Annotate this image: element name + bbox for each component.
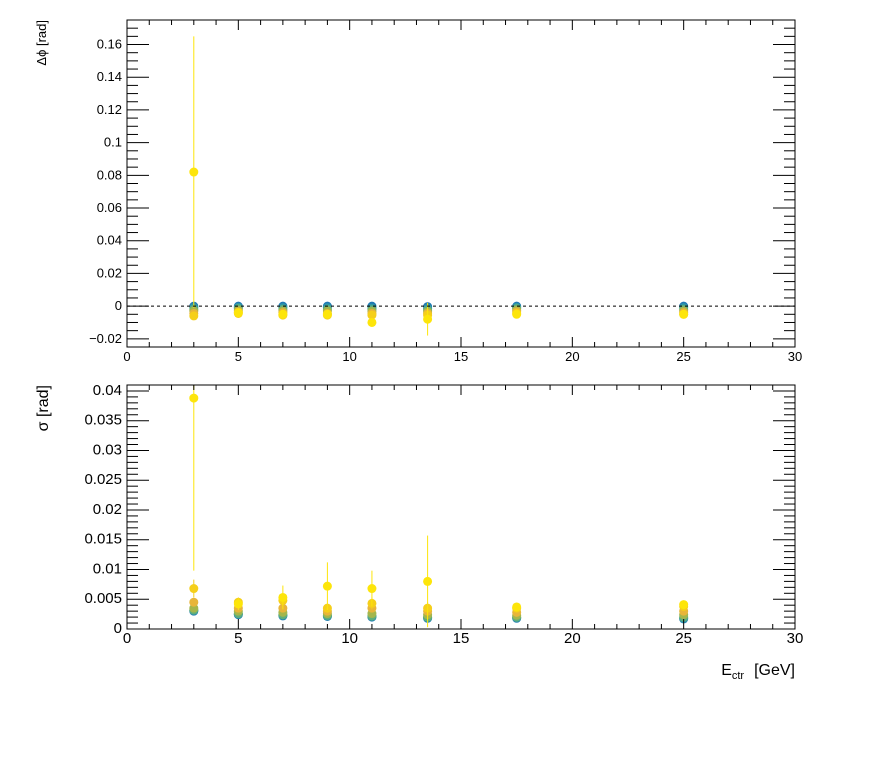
sigma-y-tick-label: 0.035 bbox=[84, 412, 122, 429]
sigma-y-tick-label: 0 bbox=[114, 620, 122, 637]
sigma-data-point bbox=[367, 584, 377, 594]
delta-phi-y-tick-label: 0 bbox=[115, 298, 122, 313]
delta-phi-y-tick-label: 0.08 bbox=[97, 167, 122, 182]
sigma-markers bbox=[189, 385, 689, 628]
sigma-data-point bbox=[322, 581, 332, 591]
sigma-series-6 bbox=[189, 385, 689, 628]
sigma-y-tick-label: 0.04 bbox=[93, 382, 122, 399]
sigma-y-tick-label: 0.015 bbox=[84, 531, 122, 548]
delta-phi-y-tick-label: 0.02 bbox=[97, 265, 122, 280]
delta-phi-markers bbox=[189, 36, 689, 336]
sigma-y-axis-label: σ [rad] bbox=[35, 385, 52, 431]
sigma-panel: 0 5 10 15 20 25 30 0 0.005 0.01 0.015 0.02 0.025 0.03… bbox=[35, 382, 803, 682]
delta-phi-panel: 0 5 10 15 20 25 30−0.0200.020.040.060.080.10.1… bbox=[34, 19, 802, 364]
delta-phi-y-tick-label: 0.14 bbox=[97, 69, 122, 84]
sigma-data-point bbox=[679, 600, 689, 610]
sigma-data-point bbox=[278, 592, 288, 602]
delta-phi-data-point bbox=[233, 308, 243, 318]
delta-phi-data-point bbox=[512, 309, 522, 319]
sigma-ticks: 0 5 10 15 20 25 30 0 0.005 0.01 0.015 0.02 0.025 0.03… bbox=[84, 382, 803, 647]
delta-phi-data-point bbox=[278, 309, 288, 319]
energy-x-axis-label-main: E bbox=[721, 662, 732, 679]
delta-phi-y-tick-label: 0.16 bbox=[97, 37, 122, 52]
sigma-data-point bbox=[512, 602, 522, 612]
delta-phi-y-tick-label: 0.06 bbox=[97, 200, 122, 215]
sigma-data-point bbox=[189, 597, 199, 607]
sigma-y-tick-label: 0.01 bbox=[93, 560, 122, 577]
delta-phi-data-point bbox=[367, 317, 377, 327]
sigma-x-tick-label: 15 bbox=[453, 630, 470, 647]
sigma-data-point bbox=[423, 576, 433, 586]
delta-phi-y-tick-label: 0.12 bbox=[97, 102, 122, 117]
delta-phi-y-tick-label: 0.1 bbox=[104, 135, 122, 150]
sigma-y-tick-label: 0.02 bbox=[93, 501, 122, 518]
sigma-x-tick-label: 25 bbox=[675, 630, 692, 647]
sigma-data-point bbox=[189, 584, 199, 594]
sigma-x-tick-label: 0 bbox=[123, 630, 131, 647]
sigma-data-point bbox=[189, 393, 199, 403]
delta-phi-x-tick-label: 5 bbox=[235, 349, 242, 364]
delta-phi-x-tick-label: 0 bbox=[123, 349, 130, 364]
delta-phi-data-point bbox=[189, 167, 199, 177]
energy-x-axis-label: Ectr [GeV] bbox=[721, 662, 795, 682]
delta-phi-series-6 bbox=[189, 36, 689, 336]
sigma-x-tick-label: 20 bbox=[564, 630, 581, 647]
delta-phi-data-point bbox=[367, 310, 377, 320]
delta-phi-data-point bbox=[423, 314, 433, 324]
sigma-x-tick-label: 5 bbox=[234, 630, 242, 647]
delta-phi-y-tick-label: 0.04 bbox=[97, 233, 122, 248]
delta-phi-data-point bbox=[679, 309, 689, 319]
delta-phi-y-tick-label: −0.02 bbox=[89, 331, 122, 346]
delta-phi-x-tick-label: 30 bbox=[788, 349, 802, 364]
sigma-x-tick-label: 10 bbox=[341, 630, 358, 647]
sigma-x-tick-label: 30 bbox=[787, 630, 804, 647]
energy-x-axis-label-unit: [GeV] bbox=[754, 662, 795, 679]
delta-phi-x-tick-label: 10 bbox=[342, 349, 356, 364]
delta-phi-x-tick-label: 25 bbox=[676, 349, 690, 364]
delta-phi-x-tick-label: 15 bbox=[454, 349, 468, 364]
delta-phi-y-axis-label: Δϕ [rad] bbox=[34, 20, 49, 66]
sigma-data-point bbox=[233, 599, 243, 609]
delta-phi-data-point bbox=[189, 311, 199, 321]
sigma-y-tick-label: 0.03 bbox=[93, 441, 122, 458]
energy-x-axis-label-sub: ctr bbox=[732, 670, 745, 682]
delta-phi-x-tick-label: 20 bbox=[565, 349, 579, 364]
delta-phi-ticks: 0 5 10 15 20 25 30−0.0200.020.040.060.080.10.1… bbox=[89, 19, 802, 364]
sigma-y-tick-label: 0.025 bbox=[84, 471, 122, 488]
sigma-y-tick-label: 0.005 bbox=[84, 590, 122, 607]
delta-phi-data-point bbox=[322, 309, 332, 319]
